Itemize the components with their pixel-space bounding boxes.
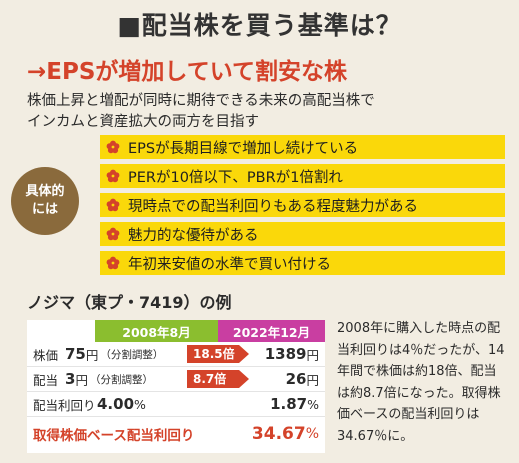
ratio-arrow: 18.5倍: [187, 345, 249, 363]
value-2008: 75 円（分割調整）: [65, 342, 185, 366]
header-2022: 2022年12月: [218, 320, 325, 342]
value-2008-unit: 円: [75, 372, 88, 388]
page-title: ■配当株を買う基準は？: [117, 11, 402, 40]
value-2022-number: 1.87: [270, 395, 308, 413]
value-2022-number: 1389: [264, 345, 307, 363]
value-2008-unit: 円: [85, 347, 99, 363]
value-2022: 1.87%: [270, 392, 319, 416]
value-2008-note: （分割調整）: [100, 348, 164, 361]
value-2022-number: 26: [285, 370, 307, 388]
table-row: 株価 75 円（分割調整） 18.5倍 1389 円: [27, 342, 325, 367]
table-row: 配当 3 円（分割調整） 8.7倍 26 円: [27, 367, 325, 392]
total-value: 34.67%: [252, 419, 319, 449]
arrow-right-icon: [187, 345, 249, 363]
explanation-text: 2008年に購入した時点の配当利回りは4％だったが、14年間で株価は約18倍、配…: [337, 321, 505, 444]
value-2022-unit: 円: [306, 372, 319, 388]
total-number: 34.67: [251, 424, 306, 444]
arrow-right-icon: [187, 370, 249, 388]
total-unit: %: [305, 426, 319, 442]
value-2008: 4.00%: [97, 392, 217, 416]
value-2022-unit: 円: [306, 347, 319, 363]
flower-icon: [106, 198, 120, 212]
criteria-item: PERが10倍以下、PBRが1倍割れ: [100, 164, 505, 188]
intro-line-1: 株価上昇と増配が同時に期待できる未来の高配当株で: [27, 93, 375, 109]
value-2008-number: 75: [65, 345, 86, 363]
value-2022: 1389 円: [265, 342, 319, 366]
criteria-item: 現時点での配当利回りもある程度魅力がある: [100, 193, 505, 217]
flower-icon: [106, 140, 120, 154]
intro-line-2: インカムと資産拡大の両方を目指す: [27, 114, 259, 130]
ratio-label: 18.5倍: [193, 347, 235, 361]
criteria-item: 魅力的な優待がある: [100, 222, 505, 246]
value-2022-unit: %: [307, 396, 319, 412]
criteria-text: 魅力的な優待がある: [128, 227, 259, 244]
flower-icon: [106, 169, 120, 183]
badge-line-1: 具体的: [25, 184, 65, 199]
badge-line-2: には: [31, 202, 58, 217]
headline: →EPSが増加していて割安な株: [27, 59, 348, 85]
value-2008-number: 3: [65, 370, 76, 388]
row-label: 株価: [33, 347, 59, 363]
criteria-item: 年初来安値の水準で買い付ける: [100, 251, 505, 275]
row-label: 配当利回り: [33, 397, 96, 413]
row-label: 配当: [33, 372, 59, 388]
criteria-badge: 具体的 には: [11, 167, 79, 235]
total-row: 取得株価ベース配当利回り 34.67%: [27, 419, 325, 449]
ratio-arrow: 8.7倍: [187, 370, 249, 388]
criteria-text: EPSが長期目線で増加し続けている: [128, 140, 359, 157]
value-2008-unit: %: [134, 396, 146, 412]
criteria-text: 現時点での配当利回りもある程度魅力がある: [128, 198, 418, 215]
total-label: 取得株価ベース配当利回り: [33, 428, 195, 444]
flower-icon: [106, 227, 120, 241]
flower-icon: [106, 256, 120, 270]
criteria-text: 年初来安値の水準で買い付ける: [128, 256, 331, 273]
criteria-item: EPSが長期目線で増加し続けている: [100, 135, 505, 159]
value-2008: 3 円（分割調整）: [65, 367, 185, 391]
value-2008-note: （分割調整）: [89, 373, 153, 386]
header-2008: 2008年8月: [95, 320, 218, 342]
table-row: 配当利回り 4.00% 1.87%: [27, 392, 325, 417]
criteria-list: EPSが長期目線で増加し続けている PERが10倍以下、PBRが1倍割れ 現時点…: [100, 135, 505, 276]
intro-text: 株価上昇と増配が同時に期待できる未来の高配当株で インカムと資産拡大の両方を目指…: [27, 91, 375, 133]
value-2008-number: 4.00: [97, 395, 135, 413]
criteria-text: PERが10倍以下、PBRが1倍割れ: [128, 169, 343, 186]
example-title: ノジマ（東プ・7419）の例: [27, 293, 232, 312]
ratio-label: 8.7倍: [193, 372, 227, 386]
value-2022: 26 円: [286, 367, 319, 391]
comparison-table: 2008年8月 2022年12月 株価 75 円（分割調整） 18.5倍 1389…: [27, 320, 325, 453]
